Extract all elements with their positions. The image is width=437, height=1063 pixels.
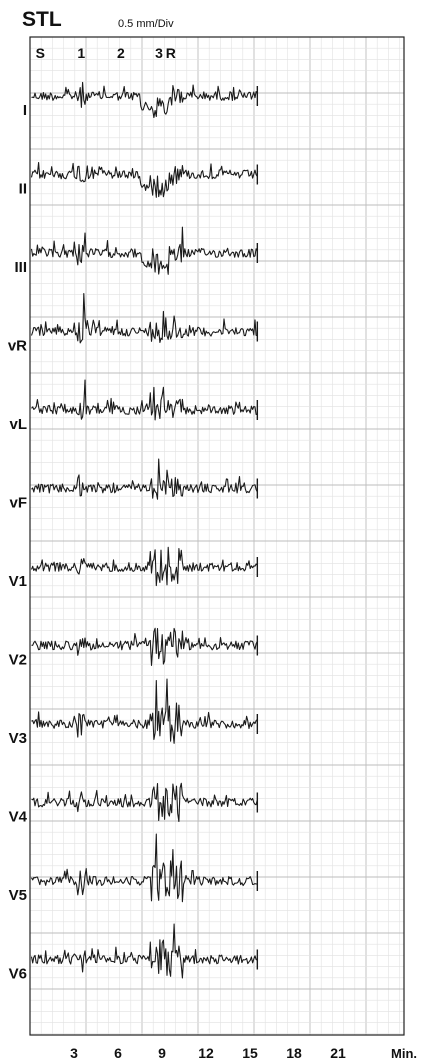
- lead-trace: [30, 292, 258, 344]
- x-tick-label: 12: [198, 1045, 214, 1061]
- lead-trace: [30, 923, 258, 979]
- lead-label: vR: [8, 338, 27, 355]
- event-marker-label: R: [166, 45, 176, 61]
- event-marker-label: 1: [77, 45, 85, 61]
- lead-trace: [30, 546, 258, 587]
- scale-label: 0.5 mm/Div: [118, 18, 174, 30]
- lead-label: I: [23, 102, 27, 119]
- event-marker-label: 3: [155, 45, 163, 61]
- x-axis-label: Min.: [391, 1046, 417, 1061]
- lead-trace: [31, 81, 258, 119]
- event-marker-label: 2: [117, 45, 125, 61]
- lead-label: V4: [9, 809, 28, 826]
- chart-title: STL: [22, 8, 62, 31]
- lead-trace: [31, 379, 258, 421]
- plot-frame: [29, 36, 405, 1036]
- lead-trace: [30, 162, 258, 198]
- lead-label: V5: [9, 887, 27, 904]
- x-tick-label: 3: [70, 1045, 78, 1061]
- lead-label: vL: [9, 416, 27, 433]
- lead-trace: [31, 782, 258, 823]
- chart-grid: [29, 36, 404, 1035]
- lead-trace: [31, 833, 258, 903]
- lead-label: V1: [9, 573, 27, 590]
- lead-label: vF: [9, 495, 27, 512]
- x-tick-label: 18: [286, 1045, 302, 1061]
- lead-label: V3: [9, 730, 27, 747]
- lead-label: II: [19, 181, 27, 198]
- x-tick-label: 9: [158, 1045, 166, 1061]
- x-tick-label: 15: [242, 1045, 258, 1061]
- x-tick-label: 21: [330, 1045, 346, 1061]
- lead-traces: [30, 81, 259, 979]
- lead-trace: [31, 627, 258, 666]
- lead-trace: [30, 226, 258, 275]
- lead-trace: [31, 678, 258, 744]
- lead-trace: [31, 458, 258, 500]
- event-marker-label: S: [36, 45, 45, 61]
- x-tick-labels: 3 6 9 12 15 18 21: [70, 1045, 346, 1061]
- lead-label: V2: [9, 652, 27, 669]
- lead-label: V6: [9, 966, 27, 983]
- lead-label: III: [14, 259, 27, 276]
- x-tick-label: 6: [114, 1045, 122, 1061]
